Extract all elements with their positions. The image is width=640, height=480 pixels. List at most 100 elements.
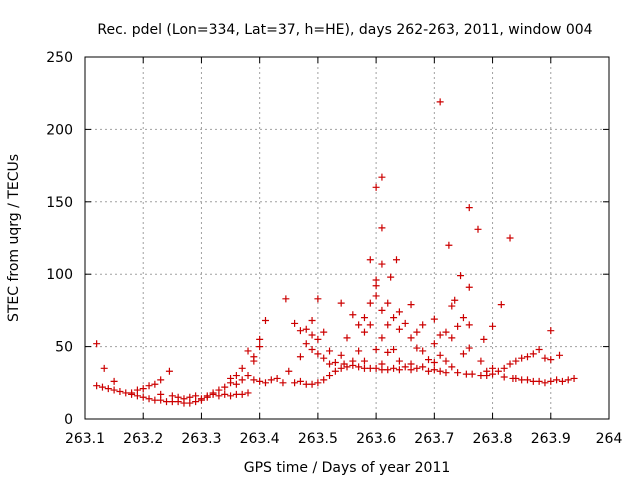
data-point [366, 299, 374, 307]
data-point [436, 367, 444, 375]
data-point [174, 393, 182, 401]
data-point [93, 382, 101, 390]
data-point [378, 173, 386, 181]
data-point [238, 376, 246, 384]
data-point [413, 364, 421, 372]
data-point [331, 367, 339, 375]
x-tick-label: 263.4 [240, 431, 280, 447]
data-point [110, 377, 118, 385]
data-point [100, 364, 108, 372]
x-tick-label: 263.2 [123, 431, 163, 447]
data-point [343, 334, 351, 342]
data-point [430, 359, 438, 367]
data-point [390, 314, 398, 322]
data-point [215, 386, 223, 394]
data-point [261, 379, 269, 387]
data-point [331, 359, 339, 367]
data-point [384, 366, 392, 374]
data-point [337, 364, 345, 372]
grid [85, 57, 609, 419]
data-point [349, 311, 357, 319]
data-point [468, 370, 476, 378]
data-point [480, 335, 488, 343]
data-point [436, 351, 444, 359]
data-point [110, 386, 118, 394]
data-point [250, 357, 258, 365]
data-point [378, 334, 386, 342]
data-point [407, 301, 415, 309]
data-point [558, 377, 566, 385]
chart-title: Rec. pdel (Lon=334, Lat=37, h=HE), days … [97, 22, 592, 38]
data-point [192, 392, 200, 400]
data-point [541, 354, 549, 362]
data-point [395, 366, 403, 374]
data-point [372, 282, 380, 290]
data-point [165, 367, 173, 375]
data-point [197, 395, 205, 403]
data-point [570, 374, 578, 382]
data-point [442, 328, 450, 336]
data-point [395, 325, 403, 333]
x-tick-label: 263.6 [356, 431, 396, 447]
data-point [553, 376, 561, 384]
data-point [494, 367, 502, 375]
data-point [454, 369, 462, 377]
y-tick-label: 100 [46, 267, 73, 283]
data-point [168, 392, 176, 400]
axis-ticks: 263.1 263.2 263.3 263.4 263.5 263.6 263.7 263.8… [46, 50, 622, 447]
data-point [477, 357, 485, 365]
data-point [445, 241, 453, 249]
data-point [387, 273, 395, 281]
data-point [390, 345, 398, 353]
data-point [425, 367, 433, 375]
data-point [372, 364, 380, 372]
data-point [556, 351, 564, 359]
data-point [465, 283, 473, 291]
data-point [291, 319, 299, 327]
data-point [451, 296, 459, 304]
data-point [465, 204, 473, 212]
data-point [395, 308, 403, 316]
data-point [308, 380, 316, 388]
data-point [203, 392, 211, 400]
data-point [459, 314, 467, 322]
data-point [145, 395, 153, 403]
x-tick-label: 263.3 [181, 431, 221, 447]
data-point [442, 357, 450, 365]
data-point [314, 350, 322, 358]
data-point [93, 340, 101, 348]
data-point [384, 348, 392, 356]
data-point [384, 299, 392, 307]
data-point [360, 357, 368, 365]
data-point [430, 366, 438, 374]
data-point [497, 301, 505, 309]
data-point [523, 353, 531, 361]
data-point [474, 225, 482, 233]
y-tick-label: 150 [46, 195, 73, 211]
data-point [392, 256, 400, 264]
data-point [506, 360, 514, 368]
data-point [238, 364, 246, 372]
data-point [442, 369, 450, 377]
data-point [355, 347, 363, 355]
data-point [523, 376, 531, 384]
plot-frame [84, 56, 610, 420]
data-point [541, 379, 549, 387]
data-point [238, 390, 246, 398]
data-point [314, 379, 322, 387]
data-point [250, 376, 258, 384]
data-point [384, 321, 392, 329]
data-point [256, 377, 264, 385]
data-point [139, 393, 147, 401]
data-point [337, 299, 345, 307]
data-point [157, 390, 165, 398]
data-point [320, 376, 328, 384]
data-point [425, 356, 433, 364]
data-point [547, 377, 555, 385]
data-point [401, 363, 409, 371]
data-point [326, 347, 334, 355]
data-point [244, 372, 252, 380]
data-point [355, 321, 363, 329]
